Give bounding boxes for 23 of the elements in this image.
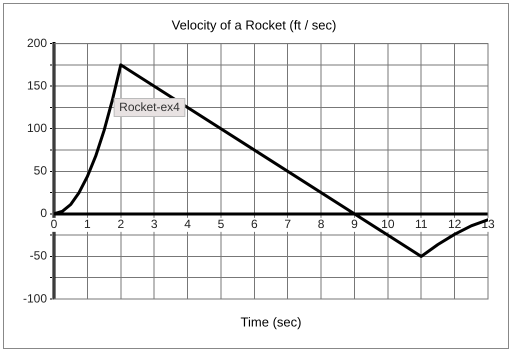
x-tick-label: 12: [448, 217, 462, 232]
y-tick-label: 150: [26, 78, 48, 92]
y-tick-label: 50: [34, 164, 48, 178]
x-tick-label: 3: [150, 217, 158, 232]
x-tick-label: 1: [84, 217, 92, 232]
y-tick-label: -100: [22, 291, 48, 306]
y-tick-label: 100: [26, 121, 48, 136]
x-tick-label: 7: [284, 217, 292, 232]
x-tick-label: 10: [381, 217, 395, 232]
y-tick-label: 200: [26, 36, 48, 50]
x-tick-label: 11: [415, 217, 428, 232]
x-tick-label: 8: [318, 217, 325, 232]
chart-title: Velocity of a Rocket (ft / sec): [172, 17, 336, 32]
y-tick-label: -50: [30, 248, 48, 263]
x-tick-label: 5: [218, 217, 225, 232]
x-axis-title: Time (sec): [240, 314, 302, 330]
y-tick-label: 0: [40, 206, 48, 220]
x-tick-label: 2: [117, 217, 124, 232]
x-tick-label: 4: [184, 217, 192, 232]
x-tick-label: 0: [50, 217, 58, 232]
x-tick-label: 9: [351, 217, 358, 232]
annotation: Rocket-ex4: [119, 100, 180, 114]
x-tick-label: 6: [250, 217, 258, 232]
